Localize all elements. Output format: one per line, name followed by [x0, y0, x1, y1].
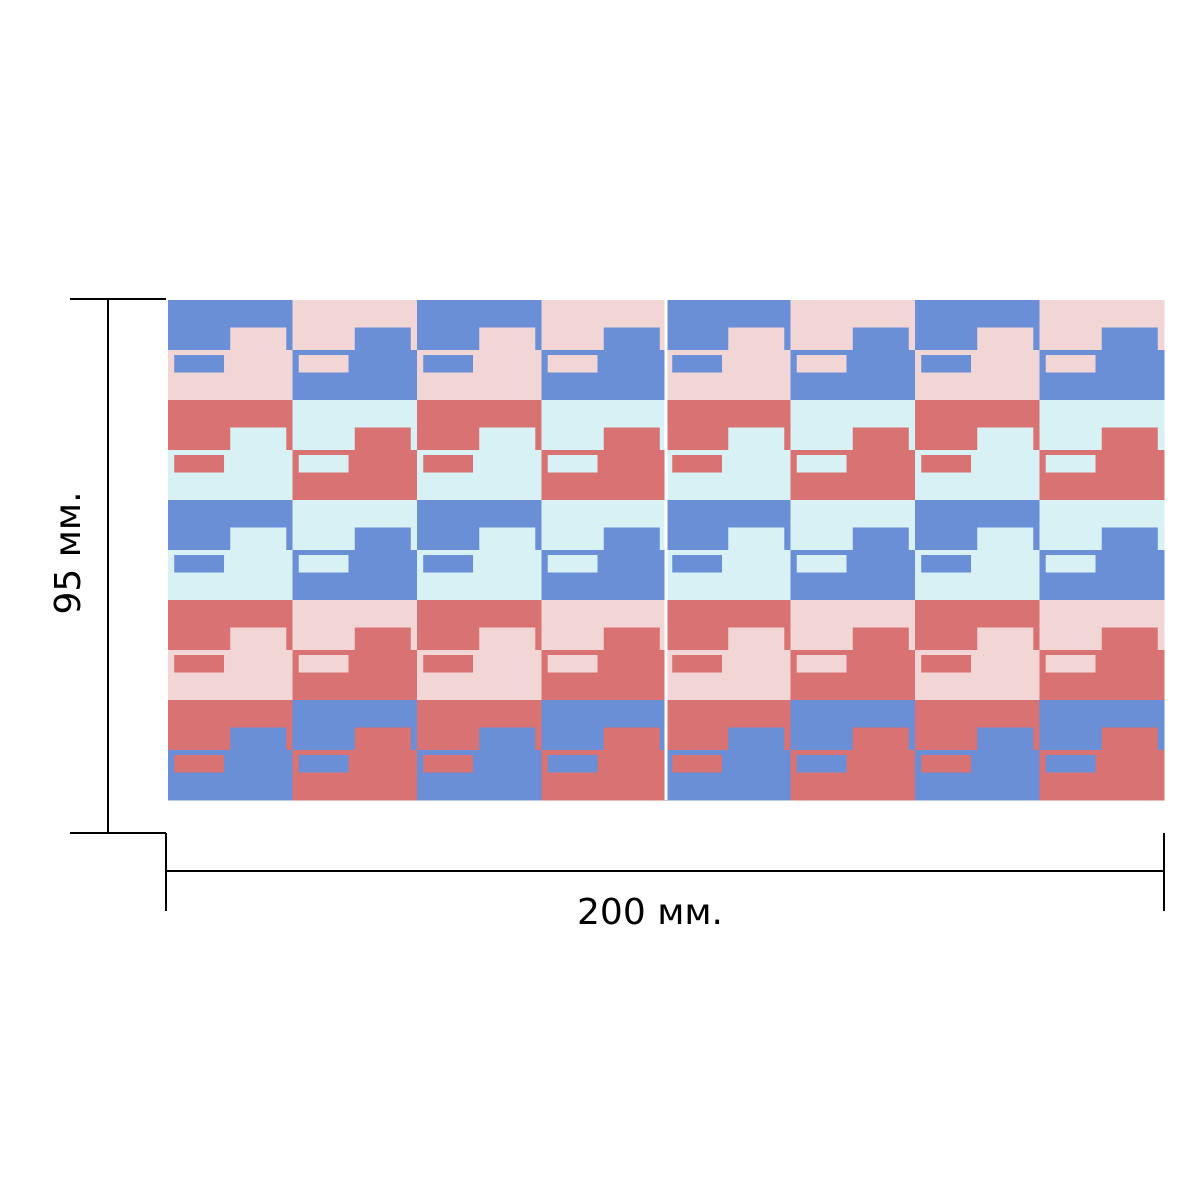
tile-notch: [977, 527, 1034, 550]
tile-notch: [728, 427, 785, 450]
tile-notch: [728, 527, 785, 550]
tile-notch: [921, 755, 972, 773]
tile-notch: [479, 327, 536, 350]
tile-notch: [547, 655, 598, 673]
tile-notch: [298, 455, 349, 473]
tile-notch: [796, 455, 847, 473]
tile-notch: [603, 327, 660, 350]
tile-notch: [230, 627, 287, 650]
tile-notch: [1045, 655, 1096, 673]
tile-notch: [796, 355, 847, 373]
tile-notch: [354, 627, 411, 650]
tile-notch: [354, 727, 411, 750]
tile-pattern: [168, 300, 1165, 801]
tile-notch: [479, 627, 536, 650]
tile-notch: [852, 327, 909, 350]
tile-notch: [728, 727, 785, 750]
tile-notch: [603, 527, 660, 550]
tile-notch: [796, 755, 847, 773]
tile-notch: [354, 527, 411, 550]
tile-notch: [298, 655, 349, 673]
tile-notch: [479, 527, 536, 550]
tile-notch: [977, 427, 1034, 450]
tile-notch: [479, 727, 536, 750]
tile-notch: [174, 555, 225, 573]
tile-notch: [977, 327, 1034, 350]
tile-notch: [354, 327, 411, 350]
tile-notch: [1101, 627, 1158, 650]
tile-notch: [547, 755, 598, 773]
tile-notch: [174, 355, 225, 373]
tile-notch: [230, 327, 287, 350]
tile-notch: [852, 527, 909, 550]
tile-notch: [1045, 355, 1096, 373]
tile-notch: [852, 627, 909, 650]
tile-notch: [852, 427, 909, 450]
tile-notch: [174, 655, 225, 673]
tile-notch: [672, 355, 723, 373]
tile-notch: [1101, 427, 1158, 450]
tile-notch: [921, 655, 972, 673]
tile-notch: [977, 627, 1034, 650]
tile-notch: [547, 455, 598, 473]
tile-notch: [298, 755, 349, 773]
tile-notch: [174, 755, 225, 773]
tile-notch: [547, 555, 598, 573]
tile-notch: [298, 555, 349, 573]
tile-notch: [423, 755, 474, 773]
tile-notch: [672, 755, 723, 773]
tile-notch: [230, 527, 287, 550]
width-label: 200 мм.: [577, 892, 723, 933]
tile-notch: [921, 355, 972, 373]
tile-notch: [1045, 755, 1096, 773]
tile-notch: [230, 727, 287, 750]
height-label: 95 мм.: [48, 491, 89, 614]
tile-notch: [1101, 527, 1158, 550]
tile-notch: [1101, 327, 1158, 350]
tile-notch: [672, 655, 723, 673]
tile-notch: [796, 655, 847, 673]
tile-notch: [423, 455, 474, 473]
tile-notch: [423, 355, 474, 373]
tile-notch: [230, 427, 287, 450]
tile-notch: [479, 427, 536, 450]
tile-notch: [603, 627, 660, 650]
tile-notch: [1101, 727, 1158, 750]
tile-notch: [852, 727, 909, 750]
tile-notch: [423, 555, 474, 573]
tile-notch: [354, 427, 411, 450]
tile-notch: [672, 555, 723, 573]
height-dimension: [70, 298, 166, 834]
tile-notch: [547, 355, 598, 373]
tile-notch: [174, 455, 225, 473]
width-dimension: [165, 833, 1165, 911]
tile-notch: [603, 427, 660, 450]
tile-notch: [728, 327, 785, 350]
tile-notch: [298, 355, 349, 373]
tile-notch: [1045, 555, 1096, 573]
tile-notch: [672, 455, 723, 473]
tile-notch: [1045, 455, 1096, 473]
tile-notch: [423, 655, 474, 673]
tile-notch: [728, 627, 785, 650]
tile-notch: [796, 555, 847, 573]
tile-notch: [921, 455, 972, 473]
tile-notch: [977, 727, 1034, 750]
tile-notch: [921, 555, 972, 573]
tile-notch: [603, 727, 660, 750]
